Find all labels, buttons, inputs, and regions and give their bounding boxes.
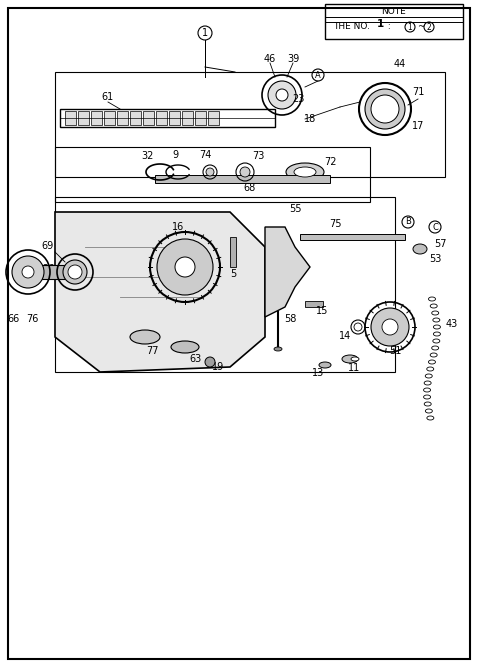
Ellipse shape [274,347,282,351]
Text: 51: 51 [389,346,401,356]
Ellipse shape [206,168,214,176]
Bar [169,111,180,125]
Text: C: C [432,223,438,231]
Bar [230,237,236,267]
Text: 61: 61 [102,92,114,102]
Ellipse shape [240,167,250,177]
Ellipse shape [354,323,362,331]
Bar [195,111,206,125]
Bar [78,111,89,125]
Bar [55,197,395,372]
Text: 46: 46 [264,54,276,64]
Text: 11: 11 [348,363,360,373]
Text: 53: 53 [429,254,441,264]
Ellipse shape [12,256,44,288]
Ellipse shape [294,167,316,177]
Bar [182,111,193,125]
Ellipse shape [68,265,82,279]
Ellipse shape [171,341,199,353]
Text: 72: 72 [324,157,336,167]
Bar [65,111,76,125]
Ellipse shape [276,89,288,101]
Text: 19: 19 [212,362,224,372]
Text: 14: 14 [339,331,351,341]
Text: 2: 2 [427,23,432,31]
Text: 73: 73 [252,151,264,161]
Text: THE NO.: THE NO. [333,22,376,31]
Text: 32: 32 [142,151,154,161]
Ellipse shape [63,260,87,284]
Text: 77: 77 [146,346,158,356]
Ellipse shape [413,244,427,254]
Bar [325,4,463,39]
Bar [208,111,219,125]
Text: 55: 55 [289,204,301,214]
Text: 44: 44 [394,59,406,69]
Text: 58: 58 [284,314,296,324]
Bar [55,147,370,202]
Ellipse shape [157,239,213,295]
Ellipse shape [371,308,409,346]
Text: 71: 71 [412,87,424,97]
Text: 23: 23 [292,94,304,104]
Ellipse shape [205,357,215,367]
Text: 66: 66 [8,314,20,324]
Ellipse shape [365,89,405,129]
Bar [60,109,275,127]
Text: 76: 76 [26,314,38,324]
Text: 16: 16 [172,222,184,232]
Ellipse shape [130,330,160,344]
Text: 17: 17 [412,121,424,131]
Bar [117,111,128,125]
Ellipse shape [175,257,195,277]
Bar [155,175,330,183]
Text: 75: 75 [329,219,341,229]
Bar [130,111,141,125]
Text: 1: 1 [202,28,208,38]
Text: 68: 68 [244,183,256,193]
Text: 15: 15 [316,306,328,316]
Text: 57: 57 [434,239,446,249]
Text: :: : [385,22,394,31]
Polygon shape [265,227,310,317]
Text: 43: 43 [446,319,458,329]
Bar [91,111,102,125]
Ellipse shape [286,163,324,181]
Bar [143,111,154,125]
Bar [15,265,75,279]
Bar [156,111,167,125]
Text: 5: 5 [230,269,236,279]
Text: 39: 39 [287,54,299,64]
Text: 63: 63 [189,354,201,364]
Text: ~: ~ [417,22,424,31]
Ellipse shape [351,357,359,361]
Text: 26: 26 [42,264,54,274]
Ellipse shape [22,266,34,278]
Text: 18: 18 [304,114,316,124]
Ellipse shape [319,362,331,368]
Text: 74: 74 [199,150,211,160]
Ellipse shape [371,95,399,123]
Ellipse shape [268,81,296,109]
Text: 1: 1 [408,23,412,31]
Text: A: A [315,71,321,79]
Text: 69: 69 [42,241,54,251]
Ellipse shape [382,319,398,335]
Text: 13: 13 [312,368,324,378]
Bar [305,301,323,307]
Polygon shape [55,212,265,372]
Text: NOTE: NOTE [382,7,407,15]
Bar [300,234,405,240]
Text: B: B [405,217,411,227]
Ellipse shape [342,355,358,363]
Bar [104,111,115,125]
Text: 9: 9 [172,150,178,160]
Text: 1: 1 [377,19,384,29]
Bar [55,72,445,177]
